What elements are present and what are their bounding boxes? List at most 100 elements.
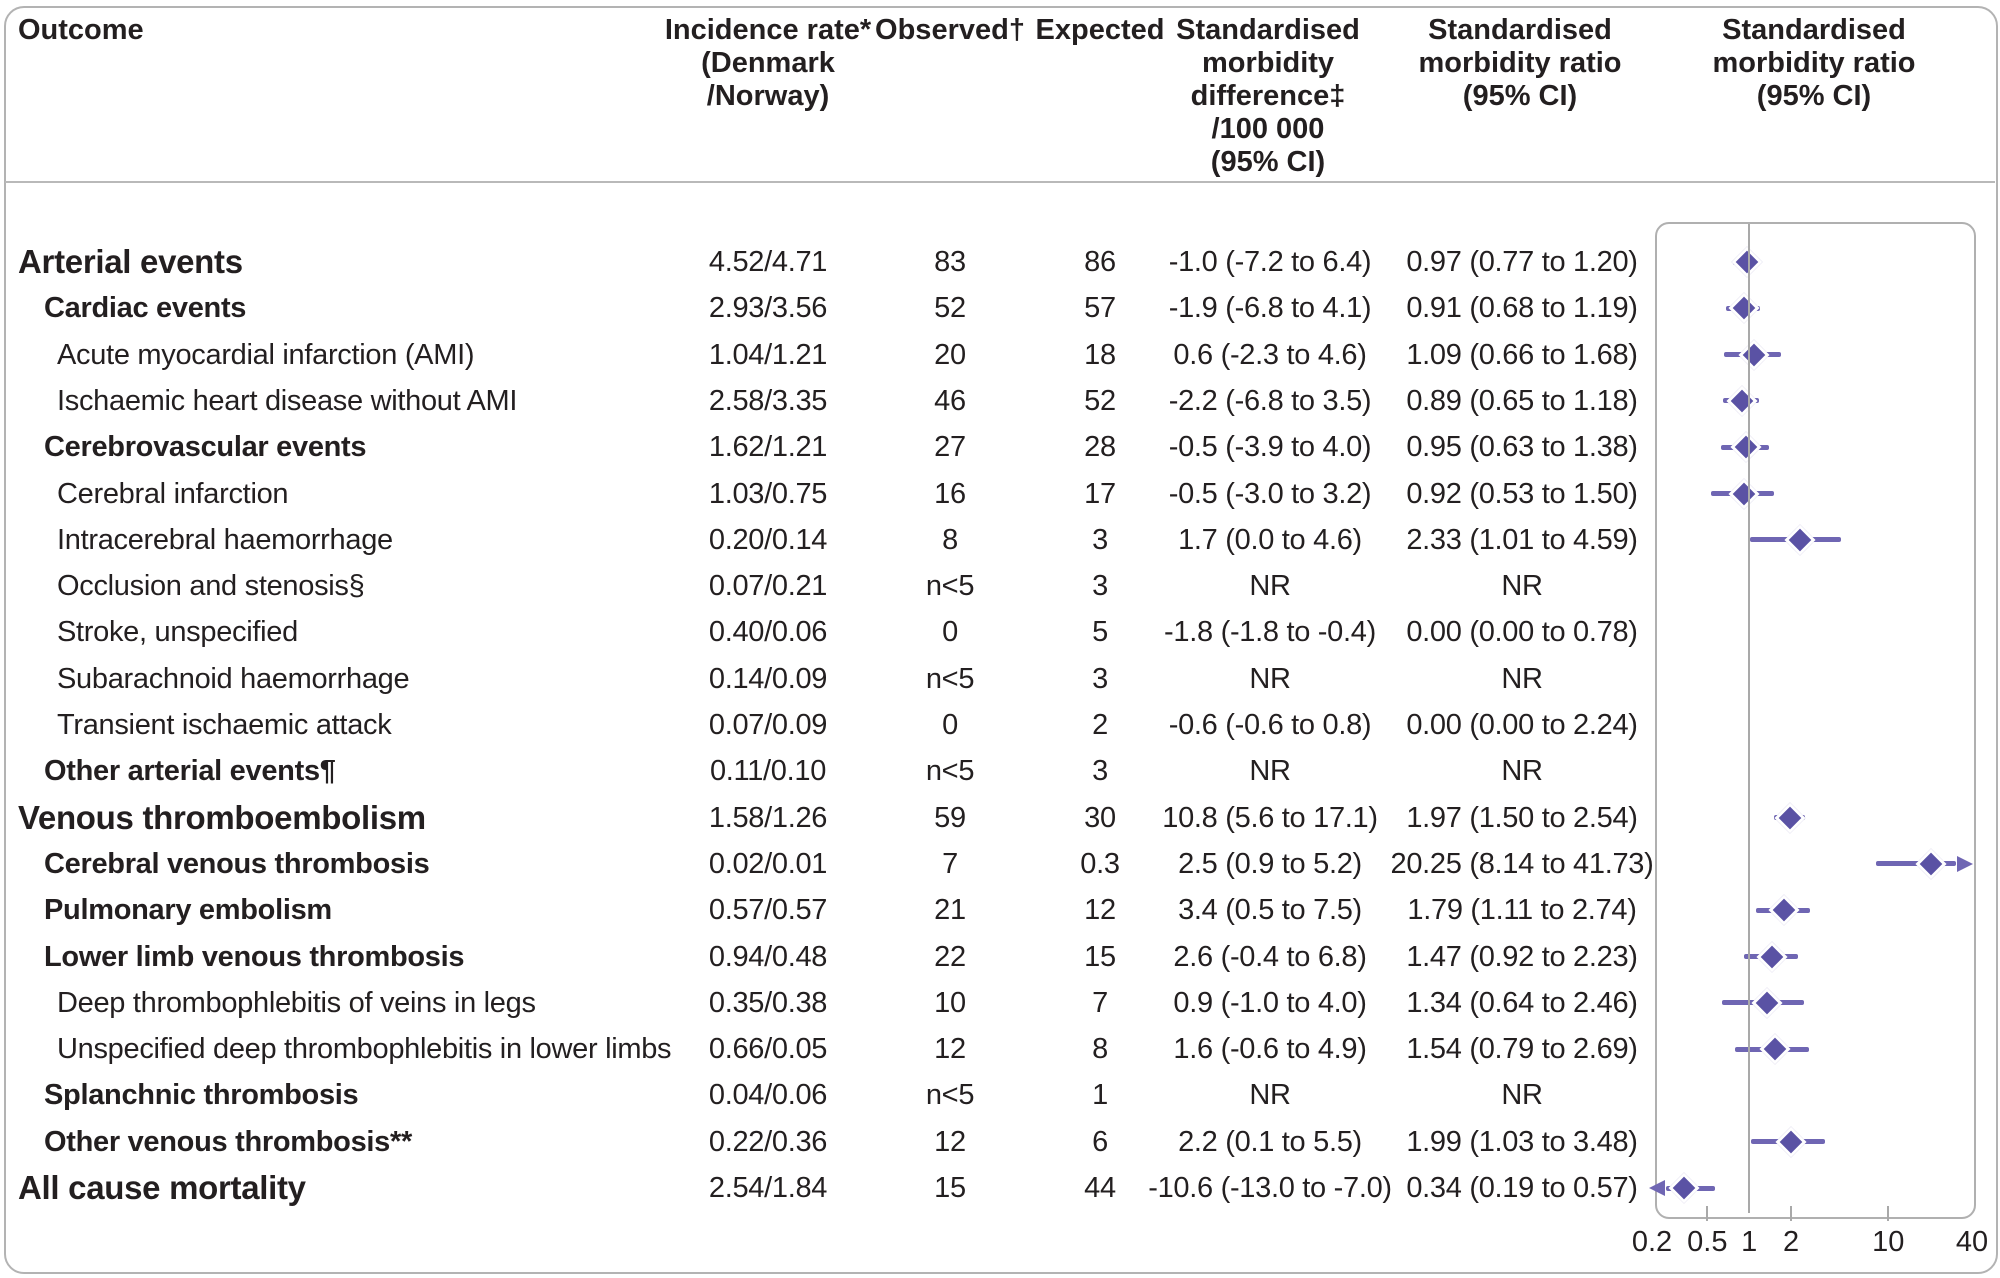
observed-cell: 12 xyxy=(934,1125,966,1158)
morbidity-difference-cell: 2.5 (0.9 to 5.2) xyxy=(1178,847,1362,880)
col-header-line: Standardised xyxy=(1176,14,1360,46)
expected-cell: 15 xyxy=(1084,940,1116,973)
morbidity-difference-cell: 3.4 (0.5 to 7.5) xyxy=(1178,894,1362,927)
observed-cell: n<5 xyxy=(925,662,975,695)
col-header-line: /Norway) xyxy=(706,80,830,112)
outcome-cell: Ischaemic heart disease without AMI xyxy=(57,384,518,417)
observed-cell: 52 xyxy=(934,292,966,325)
ci-clip-arrow-left-icon xyxy=(1649,1180,1665,1196)
col-header-forest-plot: Standardised morbidity ratio (95% CI) xyxy=(1712,14,1915,113)
ci-clip-arrow-right-icon xyxy=(1957,855,1973,872)
x-axis-tick-label: 2 xyxy=(1782,1226,1800,1258)
morbidity-ratio-cell: 0.34 (0.19 to 0.57) xyxy=(1406,1172,1638,1204)
col-header-line: morbidity ratio xyxy=(1418,47,1622,79)
observed-cell: 22 xyxy=(934,940,966,973)
expected-cell: 0.3 xyxy=(1080,847,1120,880)
x-axis-tick-label: 40 xyxy=(1955,1226,1989,1258)
table-row: Arterial events 4.52/4.71 83 86 -1.0 (-7.2 t… xyxy=(0,239,2000,285)
incidence-cell: 0.14/0.09 xyxy=(708,662,828,695)
table-row: Stroke, unspecified 0.40/0.06 0 5 -1.8 (-1.8… xyxy=(0,609,2000,655)
col-header-line: morbidity xyxy=(1201,47,1335,79)
outcome-cell: Acute myocardial infarction (AMI) xyxy=(57,338,475,371)
col-header-line: difference‡ xyxy=(1190,80,1346,112)
expected-cell: 5 xyxy=(1092,616,1108,649)
incidence-cell: 4.52/4.71 xyxy=(708,246,828,278)
incidence-cell: 0.40/0.06 xyxy=(708,616,828,649)
incidence-cell: 0.94/0.48 xyxy=(708,940,828,973)
outcome-cell: Lower limb venous thrombosis xyxy=(44,940,465,973)
table-row: Cardiac events 2.93/3.56 52 57 -1.9 (-6.8 to… xyxy=(0,285,2000,331)
col-header-expected: Expected xyxy=(1035,14,1165,46)
expected-cell: 6 xyxy=(1092,1125,1108,1158)
expected-cell: 3 xyxy=(1092,662,1108,695)
morbidity-ratio-cell: 0.89 (0.65 to 1.18) xyxy=(1406,384,1638,417)
col-header-line: (95% CI) xyxy=(1210,146,1326,178)
col-header-morbidity-ratio: Standardised morbidity ratio (95% CI) xyxy=(1418,14,1621,113)
table-row: Splanchnic thrombosis 0.04/0.06 n<5 1 NR NR xyxy=(0,1072,2000,1118)
observed-cell: n<5 xyxy=(925,755,975,788)
outcome-cell: Other venous thrombosis** xyxy=(44,1125,412,1158)
col-header-line: (95% CI) xyxy=(1462,80,1578,112)
incidence-cell: 0.07/0.09 xyxy=(708,709,828,741)
morbidity-difference-cell: 1.7 (0.0 to 4.6) xyxy=(1178,523,1362,556)
morbidity-difference-cell: -1.0 (-7.2 to 6.4) xyxy=(1168,246,1372,278)
expected-cell: 86 xyxy=(1084,246,1116,278)
expected-cell: 18 xyxy=(1084,338,1116,371)
x-axis-tick xyxy=(1887,1206,1890,1221)
morbidity-difference-cell: NR xyxy=(1249,755,1291,788)
morbidity-ratio-cell: NR xyxy=(1501,755,1543,788)
morbidity-difference-cell: 10.8 (5.6 to 17.1) xyxy=(1162,801,1378,834)
morbidity-ratio-cell: 1.47 (0.92 to 2.23) xyxy=(1406,940,1638,973)
morbidity-difference-cell: -0.5 (-3.9 to 4.0) xyxy=(1168,431,1372,464)
expected-cell: 7 xyxy=(1092,986,1108,1019)
outcome-cell: Splanchnic thrombosis xyxy=(44,1079,359,1112)
outcome-cell: Unspecified deep thrombophlebitis in low… xyxy=(57,1033,672,1066)
outcome-cell: Transient ischaemic attack xyxy=(57,709,392,741)
morbidity-difference-cell: -0.6 (-0.6 to 0.8) xyxy=(1168,709,1372,741)
x-axis-tick-label: 0.5 xyxy=(1687,1226,1728,1258)
morbidity-ratio-cell: 1.34 (0.64 to 2.46) xyxy=(1406,986,1638,1019)
outcome-cell: Deep thrombophlebitis of veins in legs xyxy=(57,986,536,1019)
col-header-line: (Denmark xyxy=(701,47,835,79)
col-header-outcome: Outcome xyxy=(18,14,144,46)
expected-cell: 8 xyxy=(1092,1033,1108,1066)
figure-frame xyxy=(4,6,1998,1274)
morbidity-difference-cell: -1.9 (-6.8 to 4.1) xyxy=(1168,292,1372,325)
expected-cell: 3 xyxy=(1092,523,1108,556)
expected-cell: 44 xyxy=(1084,1172,1116,1204)
incidence-cell: 1.04/1.21 xyxy=(708,338,828,371)
observed-cell: 7 xyxy=(942,847,958,880)
morbidity-ratio-cell: NR xyxy=(1501,570,1543,603)
x-axis-tick-label: 0.2 xyxy=(1631,1226,1673,1258)
incidence-cell: 0.57/0.57 xyxy=(708,894,828,927)
col-header-line: Standardised xyxy=(1428,14,1612,46)
incidence-cell: 0.35/0.38 xyxy=(708,986,828,1019)
table-row: Lower limb venous thrombosis 0.94/0.48 22 1… xyxy=(0,934,2000,980)
table-row: Cerebral infarction 1.03/0.75 16 17 -0.5 (-3… xyxy=(0,471,2000,517)
col-header-line: morbidity ratio xyxy=(1712,47,1916,79)
morbidity-difference-cell: -0.5 (-3.0 to 3.2) xyxy=(1168,477,1372,510)
outcome-cell: Venous thromboembolism xyxy=(18,798,426,836)
morbidity-difference-cell: 2.2 (0.1 to 5.5) xyxy=(1178,1125,1362,1158)
outcome-cell: Pulmonary embolism xyxy=(44,894,332,927)
expected-cell: 52 xyxy=(1084,384,1116,417)
outcome-cell: Cerebral infarction xyxy=(57,477,289,510)
expected-cell: 28 xyxy=(1084,431,1116,464)
incidence-cell: 1.58/1.26 xyxy=(708,801,828,834)
expected-cell: 3 xyxy=(1092,755,1108,788)
morbidity-difference-cell: -10.6 (-13.0 to -7.0) xyxy=(1148,1172,1392,1204)
morbidity-ratio-cell: 1.54 (0.79 to 2.69) xyxy=(1406,1033,1638,1066)
table-row: Unspecified deep thrombophlebitis in low… xyxy=(0,1026,2000,1072)
table-row: Deep thrombophlebitis of veins in legs 0.… xyxy=(0,980,2000,1026)
outcome-cell: Occlusion and stenosis§ xyxy=(57,570,365,603)
outcome-cell: Cardiac events xyxy=(44,292,247,325)
outcome-cell: Cerebrovascular events xyxy=(44,431,367,464)
table-row: Pulmonary embolism 0.57/0.57 21 12 3.4 (0.5 … xyxy=(0,887,2000,933)
morbidity-difference-cell: -2.2 (-6.8 to 3.5) xyxy=(1168,384,1372,417)
incidence-cell: 2.93/3.56 xyxy=(708,292,828,325)
observed-cell: 16 xyxy=(934,477,966,510)
table-row: Subarachnoid haemorrhage 0.14/0.09 n<5 3 NR N… xyxy=(0,656,2000,702)
expected-cell: 30 xyxy=(1084,801,1116,834)
expected-cell: 57 xyxy=(1084,292,1116,325)
morbidity-ratio-cell: 1.97 (1.50 to 2.54) xyxy=(1406,801,1638,834)
